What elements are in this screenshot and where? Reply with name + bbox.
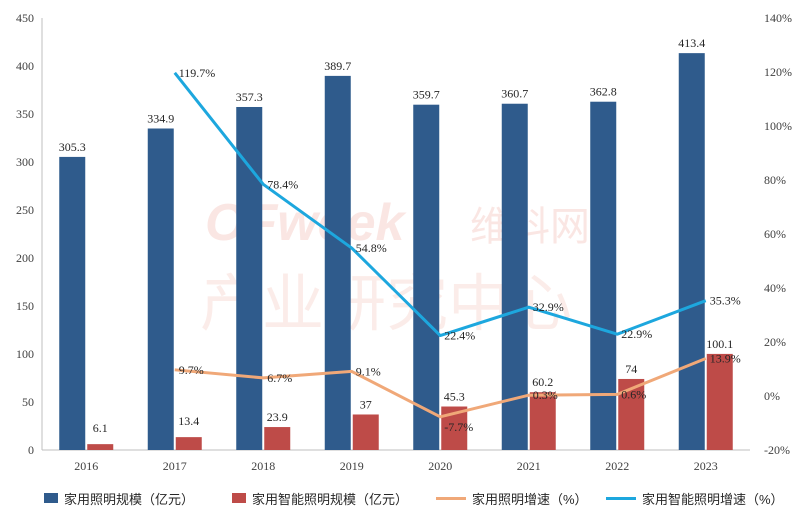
bar-home-lighting [324, 75, 351, 450]
data-label-smart-growth: 22.9% [621, 327, 652, 341]
legend-swatch [232, 493, 246, 503]
bar-home-lighting [678, 53, 705, 451]
data-label-smart-growth: 119.7% [179, 66, 216, 80]
data-label-home-growth: 9.7% [179, 363, 204, 377]
bar-home-lighting [590, 101, 617, 450]
data-label-home-lighting: 362.8 [590, 85, 617, 99]
left-axis-tick-label: 100 [16, 347, 34, 361]
watermark-brand-cn: 维科网 [470, 204, 590, 250]
right-axis-tick-label: 100% [764, 119, 792, 133]
legend-label: 家用智能照明规模（亿元） [252, 491, 409, 507]
line-home-growth [174, 357, 707, 419]
right-axis-tick-label: 40% [764, 281, 786, 295]
right-axis-tick-label: 60% [764, 227, 786, 241]
left-axis-tick-label: 300 [16, 155, 34, 169]
left-axis-tick-label: 250 [16, 203, 34, 217]
left-axis-tick-label: 400 [16, 59, 34, 73]
legend-item-smart-lighting: 家用智能照明规模（亿元） [232, 488, 408, 508]
bar-smart-lighting [529, 392, 556, 450]
left-axis-tick-label: 50 [22, 395, 34, 409]
legend-item-smart-growth: 家用智能照明增速（%） [606, 488, 784, 508]
bar-smart-lighting [706, 353, 733, 450]
x-axis-tick-label: 2022 [605, 459, 629, 473]
data-label-smart-lighting: 74 [625, 362, 637, 376]
left-axis-tick-label: 0 [28, 443, 34, 457]
x-axis-tick-label: 2020 [428, 459, 452, 473]
legend: 家用照明规模（亿元） 家用智能照明规模（亿元） 家用照明增速（%） 家用智能照明… [0, 488, 812, 510]
data-label-home-growth: -7.7% [444, 420, 473, 434]
line-smart-growth [173, 71, 707, 338]
data-label-smart-growth: 35.3% [710, 294, 741, 308]
left-axis-tick-label: 150 [16, 299, 34, 313]
right-axis-tick-label: 0% [764, 389, 780, 403]
bar-home-lighting [501, 103, 528, 450]
x-axis-tick-label: 2016 [74, 459, 98, 473]
x-axis-tick-label: 2021 [517, 459, 541, 473]
left-axis-tick-label: 200 [16, 251, 34, 265]
bar-home-lighting [59, 156, 86, 451]
left-axis-tick-label: 350 [16, 107, 34, 121]
bar-smart-lighting [175, 437, 202, 450]
bar-smart-lighting [264, 427, 291, 450]
data-label-smart-lighting: 6.1 [93, 421, 108, 435]
right-axis-tick-label: 120% [764, 65, 792, 79]
right-axis: -20% 0% 20% 40% 60% 80% 100% 120% 140% [764, 11, 792, 457]
legend-item-home-lighting: 家用照明规模（亿元） [44, 488, 194, 508]
data-label-smart-growth: 32.9% [533, 300, 564, 314]
bar-home-lighting [413, 104, 440, 451]
right-axis-tick-label: 20% [764, 335, 786, 349]
x-axis: 2016 2017 2018 2019 2020 2021 2022 2023 [42, 449, 750, 473]
left-axis-tick-label: 450 [16, 11, 34, 25]
data-labels-layer: 305.3 334.9 357.3 389.7 359.7 360.7 362.8 413.4… [59, 36, 741, 435]
data-label-smart-lighting: 23.9 [267, 410, 288, 424]
legend-item-home-growth: 家用照明增速（%） [436, 488, 588, 508]
legend-label: 家用照明规模（亿元） [64, 491, 195, 507]
bar-smart-lighting [87, 444, 114, 450]
data-label-smart-lighting: 60.2 [532, 375, 553, 389]
data-label-smart-lighting: 45.3 [444, 390, 465, 404]
x-axis-tick-label: 2019 [340, 459, 364, 473]
data-label-home-growth: 13.9% [710, 351, 741, 365]
data-label-smart-lighting: 13.4 [178, 414, 199, 428]
x-axis-tick-label: 2023 [694, 459, 718, 473]
data-label-home-lighting: 359.7 [413, 88, 440, 102]
legend-label: 家用照明增速（%） [472, 491, 588, 507]
left-axis: 0 50 100 150 200 250 300 350 400 450 [16, 11, 43, 457]
bar-home-lighting [236, 106, 263, 450]
right-axis-tick-label: 80% [764, 173, 786, 187]
data-label-smart-growth: 78.4% [267, 177, 298, 191]
right-axis-tick-label: -20% [764, 443, 790, 457]
bar-smart-lighting [352, 414, 379, 450]
legend-swatch [44, 493, 58, 503]
data-label-home-growth: 0.6% [621, 387, 646, 401]
bar-home-lighting [147, 128, 174, 450]
data-label-home-growth: 6.7% [267, 371, 292, 385]
data-label-home-growth: 0.3% [533, 388, 558, 402]
data-label-home-lighting: 357.3 [236, 90, 263, 104]
legend-swatch [436, 496, 466, 500]
legend-label: 家用智能照明增速（%） [642, 491, 784, 507]
data-label-home-growth: 9.1% [356, 364, 381, 378]
right-axis-tick-label: 140% [764, 11, 792, 25]
data-label-home-lighting: 334.9 [147, 111, 174, 125]
lines-layer [173, 71, 707, 419]
bars-layer [59, 53, 733, 451]
legend-swatch [606, 496, 636, 500]
data-label-home-lighting: 389.7 [324, 59, 351, 73]
data-label-smart-lighting: 100.1 [706, 337, 733, 351]
data-label-smart-growth: 22.4% [444, 329, 475, 343]
data-label-home-lighting: 413.4 [678, 36, 705, 50]
data-label-home-lighting: 360.7 [501, 87, 528, 101]
data-label-smart-lighting: 37 [360, 397, 372, 411]
x-axis-tick-label: 2017 [163, 459, 187, 473]
data-label-home-lighting: 305.3 [59, 140, 86, 154]
x-axis-tick-label: 2018 [251, 459, 275, 473]
data-label-smart-growth: 54.8% [356, 241, 387, 255]
